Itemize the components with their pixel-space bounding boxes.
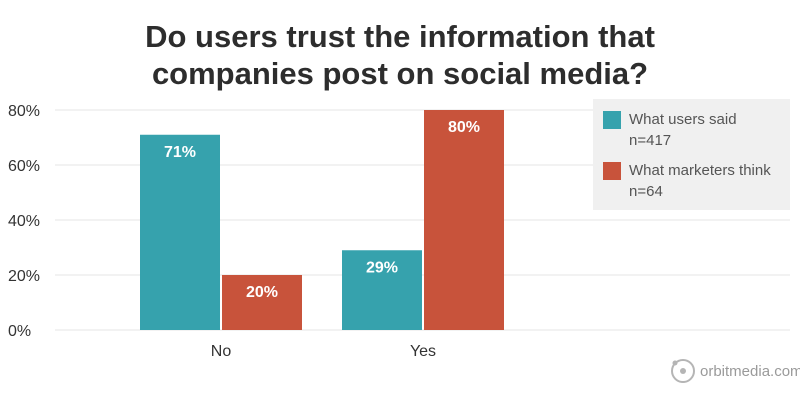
legend-item-marketers: What marketers think n=64 [603, 160, 790, 202]
watermark: orbitmedia.com [670, 356, 800, 386]
bar [342, 250, 422, 330]
chart-title-line-2: companies post on social media? [151, 56, 649, 91]
legend: What users said n=417 What marketers thi… [593, 99, 790, 210]
bar [140, 134, 220, 330]
watermark-text: orbitmedia.com [700, 362, 800, 380]
y-tick-label: 60% [8, 158, 40, 175]
chart-title-line-1: Do users trust the information that [145, 19, 655, 54]
bar-value-label: 71% [164, 144, 196, 161]
y-tick-label: 40% [8, 213, 40, 230]
x-tick-label: No [211, 343, 232, 360]
chart-title: Do users trust the information that comp… [0, 18, 800, 92]
legend-swatch-marketers [603, 162, 621, 180]
bar-value-label: 80% [448, 119, 480, 136]
bar-value-label: 20% [246, 284, 278, 301]
legend-sample-users: n=417 [629, 132, 672, 149]
bar [424, 110, 504, 330]
y-tick-label: 0% [8, 323, 31, 340]
legend-item-users: What users said n=417 [603, 109, 790, 151]
legend-sample-marketers: n=64 [629, 183, 663, 200]
y-tick-label: 20% [8, 268, 40, 285]
legend-label-users: What users said [629, 111, 737, 128]
bar [222, 275, 302, 330]
legend-swatch-users [603, 111, 621, 129]
legend-label-marketers: What marketers think [629, 162, 771, 179]
orbit-logo-icon [671, 359, 695, 383]
y-tick-label: 80% [8, 103, 40, 120]
bar-value-label: 29% [366, 259, 398, 276]
x-tick-label: Yes [410, 343, 436, 360]
